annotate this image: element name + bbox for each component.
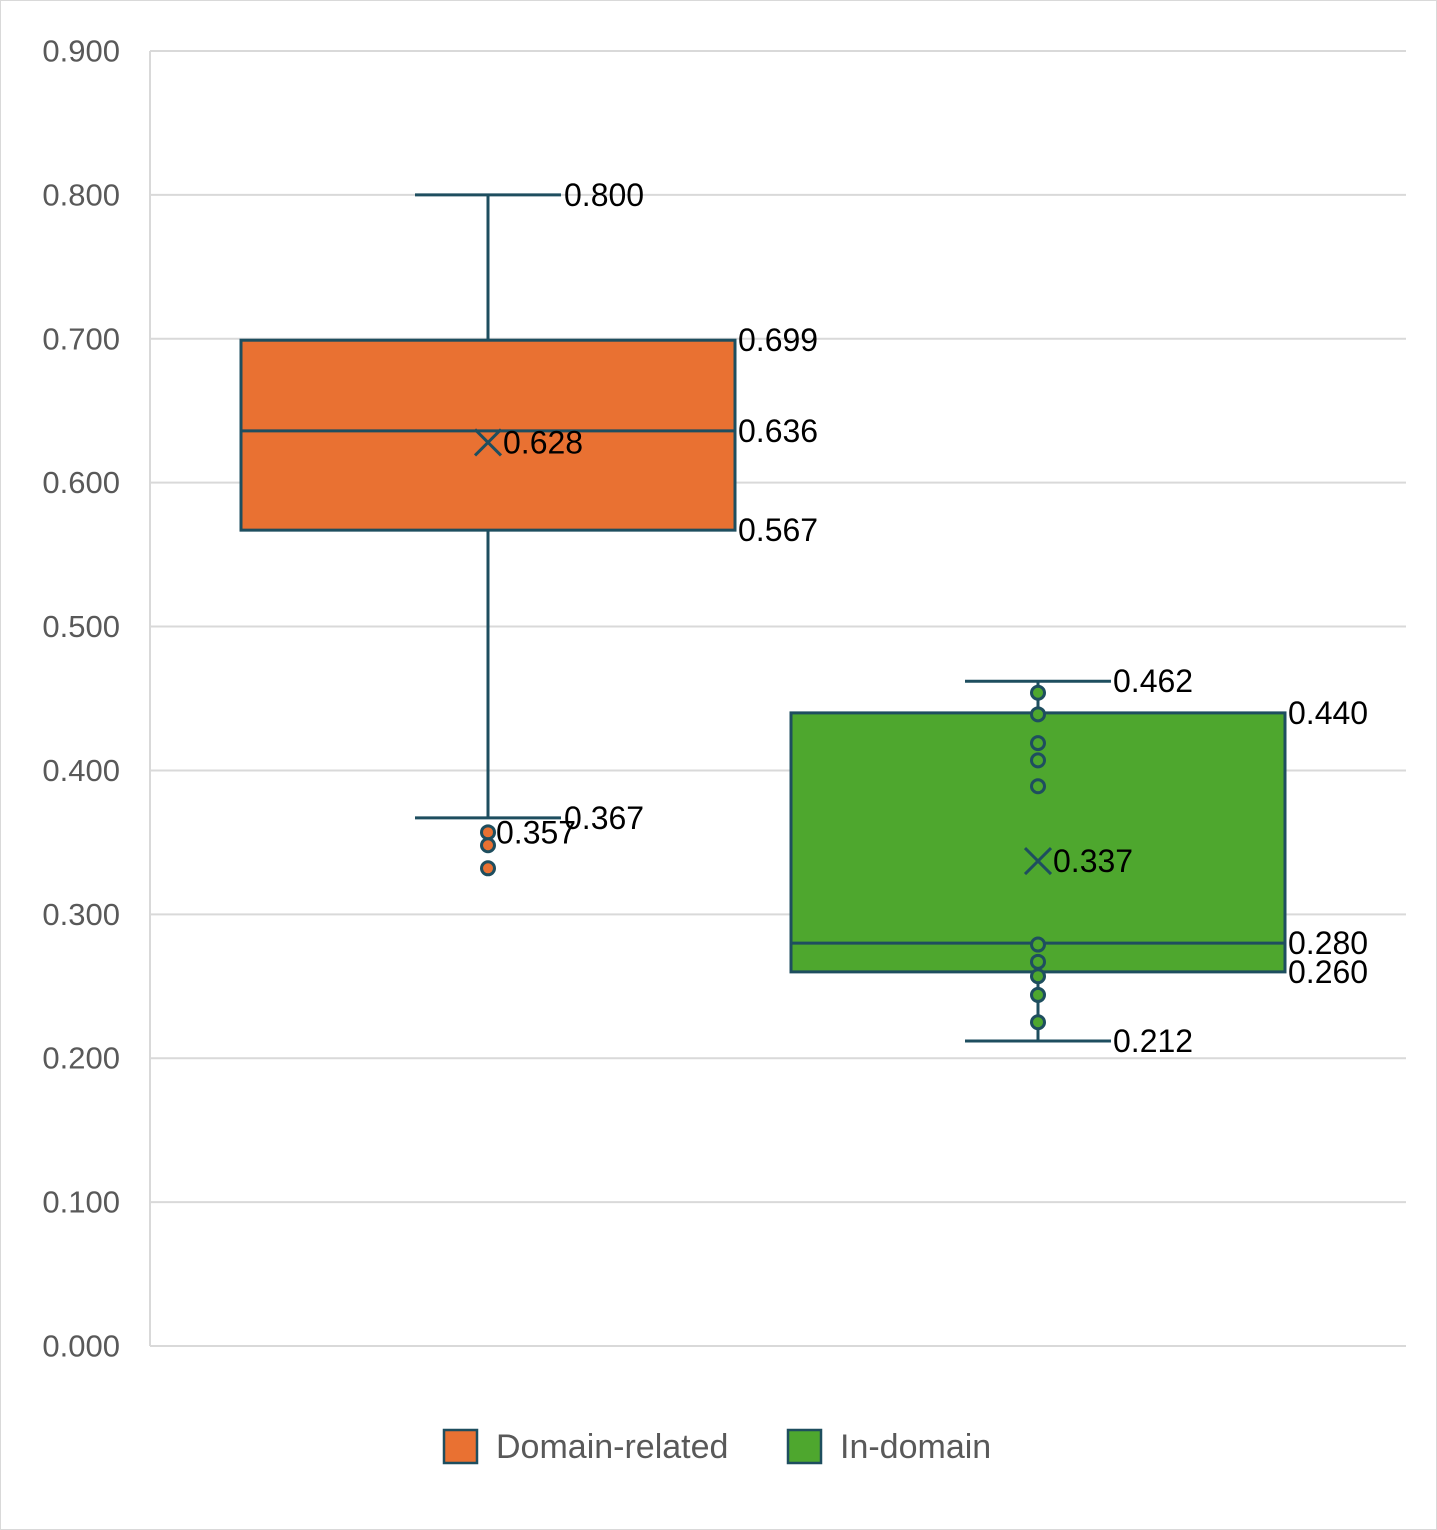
data-point — [1030, 684, 1046, 701]
q1-label: 0.260 — [1288, 954, 1368, 990]
whisker-min-label: 0.212 — [1113, 1023, 1193, 1059]
y-tick-label: 0.200 — [42, 1041, 120, 1076]
data-point — [1030, 706, 1046, 723]
mean-label: 0.628 — [503, 424, 583, 460]
outlier-label: 0.357 — [496, 814, 576, 850]
data-point — [1030, 1014, 1046, 1031]
whisker-max-label: 0.462 — [1113, 663, 1193, 699]
q3-label: 0.440 — [1288, 695, 1368, 731]
median-label: 0.636 — [738, 413, 818, 449]
median-label: 0.280 — [1288, 925, 1368, 961]
series-domain-related — [239, 193, 737, 877]
mean-marker — [1023, 847, 1053, 876]
y-tick-label: 0.300 — [42, 897, 120, 932]
series-in-domain — [789, 679, 1287, 1043]
outlier-point — [480, 860, 496, 877]
box — [239, 338, 737, 532]
data-point — [1030, 735, 1046, 752]
legend-label: Domain-related — [496, 1428, 728, 1466]
legend-item: Domain-related — [442, 1428, 728, 1466]
q1-label: 0.567 — [738, 512, 818, 548]
y-tick-label: 0.500 — [42, 609, 120, 644]
y-tick-label: 0.700 — [42, 321, 120, 356]
data-point — [1030, 752, 1046, 769]
data-point — [1030, 953, 1046, 970]
y-tick-label: 0.800 — [42, 177, 120, 212]
y-tick-label: 0.100 — [42, 1185, 120, 1220]
data-labels: 0.800 0.699 0.636 0.567 0.367 0.628 0.357 0.462… — [496, 177, 1368, 1059]
legend-item: In-domain — [786, 1428, 991, 1466]
y-tick-label: 0.900 — [42, 34, 120, 69]
y-tick-label: 0.000 — [42, 1329, 120, 1364]
whisker-max-label: 0.800 — [564, 177, 644, 213]
legend-swatch — [442, 1428, 479, 1465]
legend: Domain-related In-domain — [442, 1428, 991, 1466]
outlier-point — [480, 824, 496, 841]
y-tick-label: 0.400 — [42, 753, 120, 788]
data-point — [1030, 936, 1046, 953]
gridlines — [149, 50, 1406, 1347]
whisker-min-label: 0.367 — [564, 800, 644, 836]
mean-label: 0.337 — [1053, 843, 1133, 879]
box — [789, 711, 1287, 974]
y-axis-tick-labels: 0.000 0.100 0.200 0.300 0.400 0.500 0.600 0.700… — [42, 34, 120, 1364]
box-series — [239, 193, 1287, 1043]
outlier-point — [480, 837, 496, 854]
data-point — [1030, 968, 1046, 985]
data-point — [1030, 778, 1046, 795]
legend-label: In-domain — [840, 1428, 991, 1466]
mean-marker — [473, 428, 503, 457]
data-point — [1030, 986, 1046, 1003]
legend-swatch — [786, 1428, 823, 1465]
y-tick-label: 0.600 — [42, 465, 120, 500]
q3-label: 0.699 — [738, 322, 818, 358]
